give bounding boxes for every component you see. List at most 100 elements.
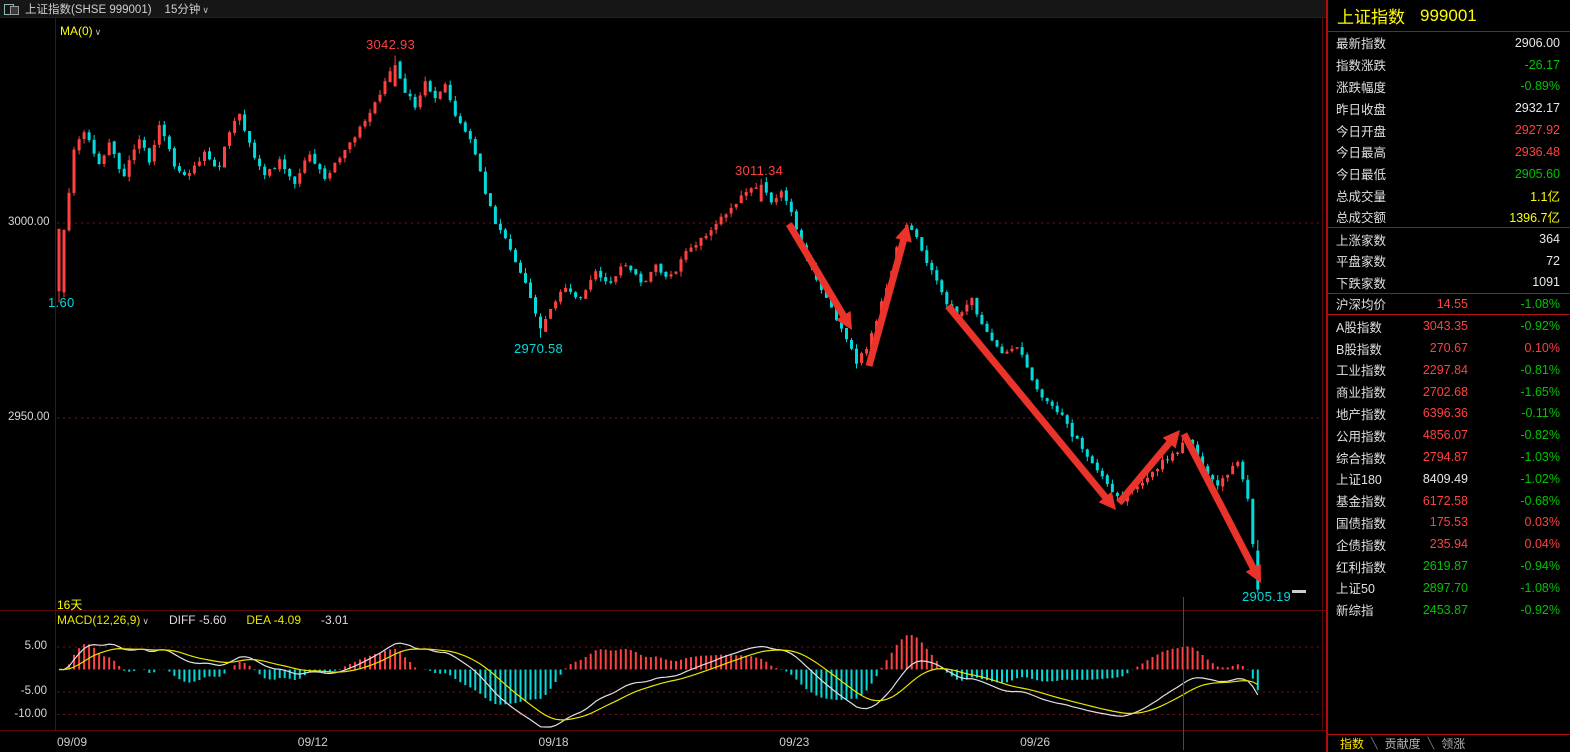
interval-label: 15分钟	[164, 3, 201, 16]
table-row[interactable]: 涨跌幅度 -0.89%	[1328, 76, 1570, 98]
row-label: 总成交量	[1336, 189, 1387, 204]
table-row[interactable]: 上证50 2897.70 -1.08%	[1328, 577, 1570, 599]
table-row[interactable]: A股指数 3043.35 -0.92%	[1328, 315, 1570, 337]
row-percent: -1.08%	[1520, 296, 1560, 311]
row-percent: -0.92%	[1520, 319, 1560, 334]
row-value: 2897.70	[1422, 580, 1468, 595]
table-row[interactable]: 红利指数 2619.87 -0.94%	[1328, 555, 1570, 577]
row-value: 364	[1539, 232, 1560, 247]
x-axis-label: 09/23	[779, 735, 810, 749]
row-label: 综合指数	[1336, 451, 1387, 466]
table-row[interactable]: 基金指数 6172.58 -0.68%	[1328, 490, 1570, 512]
tab-leaders[interactable]: 领涨	[1441, 737, 1466, 751]
table-row[interactable]: 新综指 2453.87 -0.92%	[1328, 599, 1570, 621]
row-label: 沪深均价	[1336, 298, 1387, 313]
table-row[interactable]: 企债指数 235.94 0.04%	[1328, 533, 1570, 555]
table-row[interactable]: 总成交量 1.1亿	[1328, 185, 1570, 207]
row-value: 8409.49	[1422, 471, 1468, 486]
table-row[interactable]: B股指数 270.67 0.10%	[1328, 337, 1570, 359]
row-value: 2297.84	[1422, 362, 1468, 377]
row-value: 2906.00	[1514, 35, 1560, 50]
row-label: 国债指数	[1336, 516, 1387, 531]
row-percent: -1.02%	[1520, 471, 1560, 486]
row-value: 2936.48	[1514, 144, 1560, 159]
row-value: 6396.36	[1422, 406, 1468, 421]
table-row[interactable]: 综合指数 2794.87 -1.03%	[1328, 446, 1570, 468]
days-count-label: 16天	[57, 598, 83, 612]
row-value: 6172.58	[1422, 493, 1468, 508]
x-axis-label: 09/18	[538, 735, 569, 749]
row-value: 3043.35	[1422, 319, 1468, 334]
table-row[interactable]: 沪深均价 14.55 -1.08%	[1328, 294, 1570, 316]
row-label: 今日开盘	[1336, 124, 1387, 139]
row-label: 总成交额	[1336, 211, 1387, 226]
table-row[interactable]: 公用指数 4856.07 -0.82%	[1328, 424, 1570, 446]
row-value: -26.17	[1524, 57, 1560, 72]
index-name: 上证指数	[1337, 8, 1405, 27]
macd-chart[interactable]	[0, 612, 1326, 730]
table-row[interactable]: 平盘家数 72	[1328, 250, 1570, 272]
row-label: 昨日收盘	[1336, 102, 1387, 117]
row-percent: 0.10%	[1524, 341, 1560, 356]
diff-value: DIFF -5.60	[168, 613, 227, 627]
table-row[interactable]: 指数涨跌 -26.17	[1328, 54, 1570, 76]
chart-top-border	[0, 17, 1326, 18]
x-axis-label: 09/09	[57, 735, 88, 749]
row-value: -0.89%	[1520, 79, 1560, 94]
table-row[interactable]: 下跌家数 1091	[1328, 272, 1570, 294]
row-percent: -1.65%	[1520, 384, 1560, 399]
row-percent: -0.92%	[1520, 602, 1560, 617]
row-label: 上证50	[1336, 582, 1375, 597]
chart-bottom-border	[0, 610, 1326, 611]
row-value: 1.1亿	[1530, 189, 1560, 204]
row-label: 今日最高	[1336, 146, 1387, 161]
table-row[interactable]: 工业指数 2297.84 -0.81%	[1328, 359, 1570, 381]
row-percent: 0.03%	[1524, 515, 1560, 530]
chevron-down-icon: ∨	[142, 616, 149, 626]
row-value: 175.53	[1429, 515, 1468, 530]
tab-contribution[interactable]: 贡献度	[1384, 737, 1421, 751]
row-value: 2453.87	[1422, 602, 1468, 617]
row-value: 2702.68	[1422, 384, 1468, 399]
row-label: 指数涨跌	[1336, 59, 1387, 74]
app-icon	[4, 3, 19, 15]
row-label: 上涨家数	[1336, 233, 1387, 248]
row-percent: 0.04%	[1524, 537, 1560, 552]
row-label: 红利指数	[1336, 560, 1387, 575]
index-code: 999001	[1420, 5, 1477, 25]
row-label: 地产指数	[1336, 407, 1387, 422]
table-row[interactable]: 总成交额 1396.7亿	[1328, 206, 1570, 229]
candlestick-chart[interactable]	[0, 18, 1326, 610]
macd-bottom-border	[0, 730, 1326, 731]
row-value: 1091	[1532, 275, 1560, 290]
row-label: 下跌家数	[1336, 276, 1387, 291]
table-row[interactable]: 国债指数 175.53 0.03%	[1328, 512, 1570, 534]
table-row[interactable]: 最新指数 2906.00	[1328, 32, 1570, 54]
row-label: 最新指数	[1336, 37, 1387, 52]
macd-indicator-label[interactable]: MACD(12,26,9) ∨	[57, 613, 149, 627]
panel-title: 上证指数 999001	[1328, 0, 1570, 32]
table-row[interactable]: 上证180 8409.49 -1.02%	[1328, 468, 1570, 490]
row-label: A股指数	[1336, 320, 1382, 335]
chevron-down-icon: ∨	[94, 27, 102, 37]
table-row[interactable]: 今日最高 2936.48	[1328, 141, 1570, 163]
plot-left-border	[55, 17, 56, 731]
row-label: 今日最低	[1336, 168, 1387, 183]
row-value: 1396.7亿	[1509, 211, 1560, 226]
table-row[interactable]: 昨日收盘 2932.17	[1328, 97, 1570, 119]
interval-select[interactable]: 15分钟 ∨	[165, 1, 209, 17]
ma-indicator-label[interactable]: MA(0) ∨	[60, 24, 102, 38]
row-label: 企债指数	[1336, 538, 1387, 553]
table-row[interactable]: 上涨家数 364	[1328, 228, 1570, 250]
row-value: 2927.92	[1514, 123, 1560, 138]
row-value: 235.94	[1429, 537, 1468, 552]
table-row[interactable]: 商业指数 2702.68 -1.65%	[1328, 381, 1570, 403]
macd-value: -3.01	[321, 613, 349, 627]
tab-index[interactable]: 指数	[1340, 737, 1365, 751]
table-row[interactable]: 今日开盘 2927.92	[1328, 119, 1570, 141]
row-label: 上证180	[1336, 473, 1382, 488]
table-row[interactable]: 今日最低 2905.60	[1328, 163, 1570, 185]
row-label: 商业指数	[1336, 386, 1387, 401]
table-row[interactable]: 地产指数 6396.36 -0.11%	[1328, 403, 1570, 425]
